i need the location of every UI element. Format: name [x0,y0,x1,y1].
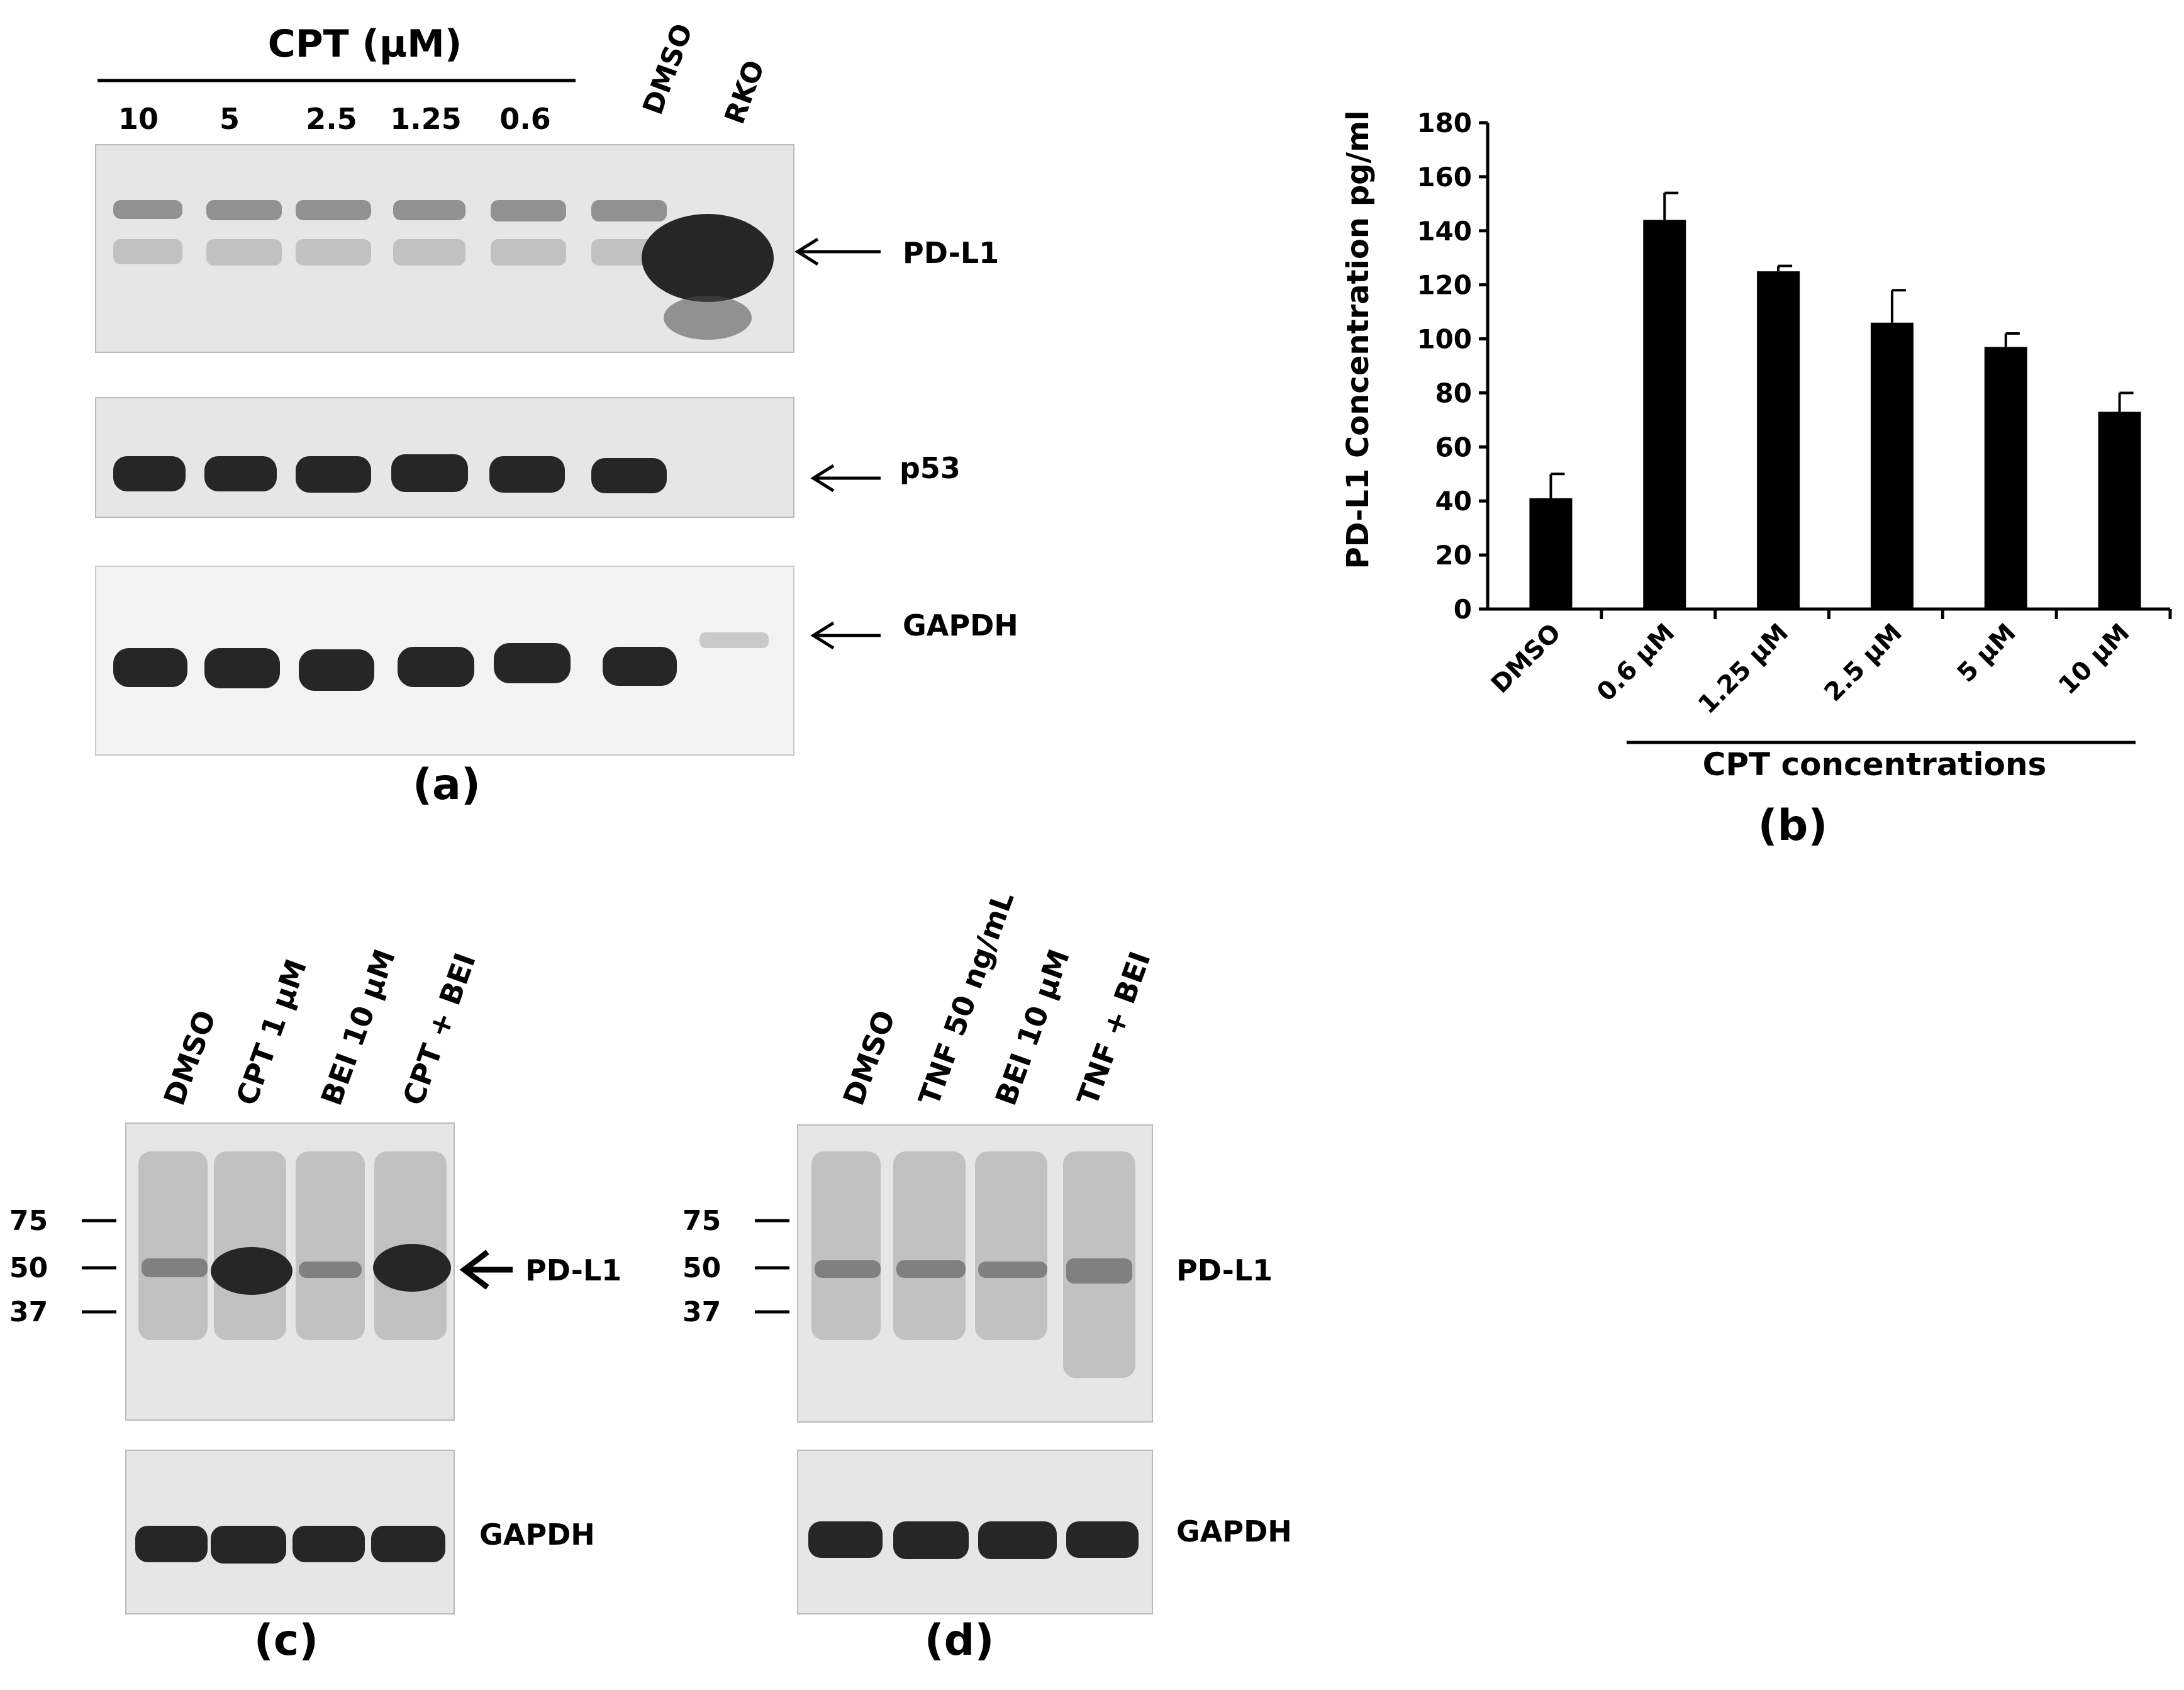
panel-a-lane-10: 10 [118,102,159,136]
bar [1529,498,1573,609]
panel-c-lane-cpt: CPT 1 µM [230,954,314,1109]
panel-b-xlabel: CPT concentrations [1703,746,2047,783]
panel-c-pdl1-label: PD-L1 [525,1253,621,1287]
y-tick-label: 120 [1417,270,1472,301]
bar [1643,220,1686,610]
y-tick-label: 0 [1454,594,1472,625]
panel-d-gapdh-label: GAPDH [1176,1514,1292,1548]
panel-a-pdl1-label: PD-L1 [903,236,999,270]
panel-c-lane-dmso: DMSO [157,1006,223,1110]
panel-a-lane-5: 5 [220,102,240,136]
panel-a: CPT (µM) 10 5 2.5 1.25 0.6 DMSO RKO [95,20,1018,810]
panel-c-marker-50: 50 [9,1252,48,1284]
y-tick-label: 20 [1435,540,1472,571]
x-tick-label: 1.25 µM [1693,618,1794,720]
y-tick-label: 180 [1417,108,1472,138]
panel-d-marker-37: 37 [682,1296,721,1328]
bar [1984,347,2027,609]
panel-c-lane-cpt-bei: CPT + BEI [396,949,482,1110]
panel-b-label: (b) [1758,801,1828,851]
panel-a-pdl1-arrowhead [794,237,819,266]
panel-d-marker-75: 75 [682,1205,721,1237]
panel-a-p53-arrowhead [810,464,835,493]
x-tick-label: 0.6 µM [1591,618,1680,707]
panel-a-lane-rko: RKO [718,56,771,128]
panel-c-pdl1-arrowhead [459,1250,489,1290]
panel-c-marker-75: 75 [9,1205,48,1237]
x-tick-label: 2.5 µM [1819,618,1908,707]
panel-d-gapdh-bands [808,1521,1139,1559]
panel-a-lane-dmso: DMSO [637,20,699,119]
panel-d-lane-bei: BEI 10 µM [989,945,1076,1110]
panel-c: DMSO CPT 1 µM BEI 10 µM CPT + BEI 75 50 … [9,945,621,1665]
panel-a-gapdh-label: GAPDH [903,608,1018,642]
panel-a-gapdh-bands [113,632,769,691]
x-tick-label: 10 µM [2053,618,2136,701]
bar [2098,411,2141,609]
panel-a-pdl1-bands [113,200,774,340]
panel-a-p53-label: p53 [900,451,961,485]
panel-c-gapdh-label: GAPDH [479,1518,595,1552]
panel-a-header: CPT (µM) [268,22,462,66]
x-tick-label: DMSO [1486,618,1567,700]
y-tick-label: 40 [1435,486,1472,517]
panel-d-lane-tnf-bei: TNF + BEI [1071,947,1157,1110]
panel-c-label: (c) [254,1616,318,1665]
panel-d-lane-dmso: DMSO [837,1006,902,1110]
panel-a-lane-2.5: 2.5 [306,102,357,136]
panel-a-lane-1.25: 1.25 [390,102,462,136]
panel-a-p53-bands [113,454,667,493]
bar [1757,271,1800,609]
panel-d-marker-50: 50 [682,1252,721,1284]
panel-a-lane-0.6: 0.6 [499,102,551,136]
panel-d-label: (d) [925,1616,994,1665]
panel-c-lane-bei: BEI 10 µM [315,945,402,1110]
panel-d-pdl1-label: PD-L1 [1176,1253,1273,1287]
panel-b-chart: 0 20 40 60 80 100 120 140 160 180 DMSO 0.6 µM 1.25 µ… [1417,108,2172,744]
panel-c-pdl1-bands [138,1151,451,1340]
y-tick-label: 80 [1435,378,1472,408]
panel-c-marker-37: 37 [9,1296,48,1328]
panel-a-gapdh-arrowhead [810,621,835,650]
panel-a-label: (a) [413,760,481,810]
panel-c-gapdh-bands [135,1526,445,1564]
x-tick-label: 5 µM [1952,618,2022,688]
y-tick-label: 100 [1417,324,1472,355]
panel-d-pdl1-bands [811,1151,1135,1378]
bar [1870,322,1914,609]
panel-d: DMSO TNF 50 ng/mL BEI 10 µM TNF + BEI 75… [682,887,1292,1665]
y-tick-label: 60 [1435,432,1472,462]
panel-b-ylabel: PD-L1 Concentration pg/ml [1340,110,1376,569]
y-tick-label: 140 [1417,216,1472,247]
y-tick-label: 160 [1417,162,1472,193]
panel-b: PD-L1 Concentration pg/ml 0 20 40 60 80 100 12… [1340,108,2172,851]
